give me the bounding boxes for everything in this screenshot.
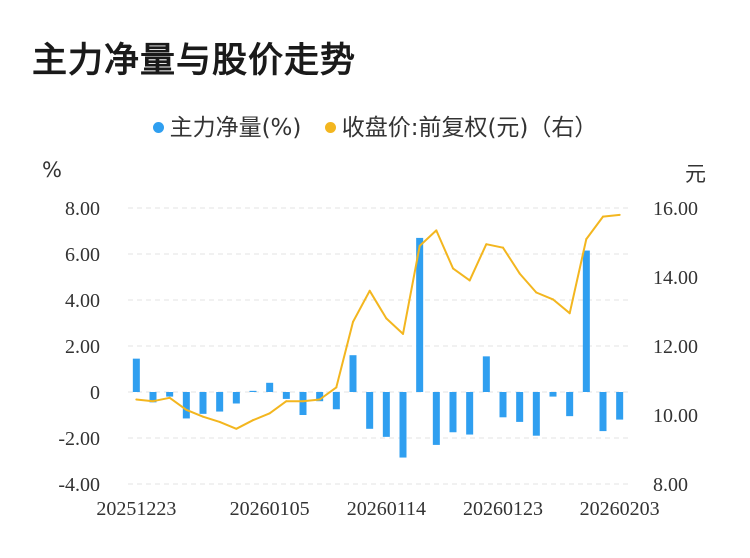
left-axis-unit: % bbox=[42, 158, 62, 182]
price-point bbox=[418, 244, 421, 247]
price-point bbox=[368, 289, 371, 292]
right-tick-label: 10.00 bbox=[653, 405, 698, 427]
left-tick-label: -4.00 bbox=[58, 474, 100, 496]
price-point bbox=[302, 400, 304, 403]
right-tick-label: 12.00 bbox=[653, 336, 698, 358]
legend-label-price: 收盘价:前复权(元)（右） bbox=[341, 115, 598, 141]
legend-item-price[interactable]: 收盘价:前复权(元)（右） bbox=[324, 108, 598, 142]
left-tick-label: -2.00 bbox=[58, 428, 100, 450]
bar bbox=[382, 392, 390, 437]
x-axis-ticks: 20251223 20260105 20260114 20260123 20260203 bbox=[96, 498, 659, 520]
price-point bbox=[535, 291, 538, 294]
price-line bbox=[136, 213, 620, 430]
bar bbox=[432, 392, 440, 445]
price-point bbox=[402, 332, 404, 335]
price-point bbox=[268, 412, 271, 415]
price-point bbox=[435, 229, 438, 232]
bar bbox=[299, 392, 307, 415]
price-point bbox=[518, 272, 521, 275]
x-tick-label: 20260114 bbox=[347, 498, 426, 520]
bar bbox=[566, 392, 574, 417]
x-tick-label: 20251223 bbox=[96, 498, 176, 520]
bar bbox=[132, 358, 140, 392]
price-point bbox=[185, 408, 188, 411]
price-point bbox=[335, 386, 338, 389]
bar bbox=[166, 392, 174, 397]
price-point bbox=[135, 398, 138, 401]
bar bbox=[549, 392, 557, 397]
bar bbox=[216, 392, 224, 412]
left-tick-label: 2.00 bbox=[65, 336, 100, 358]
price-point bbox=[552, 298, 554, 301]
price-point bbox=[468, 279, 471, 282]
right-tick-label: 14.00 bbox=[653, 267, 698, 289]
bar bbox=[182, 392, 190, 419]
x-tick-label: 20260203 bbox=[580, 498, 660, 520]
bar bbox=[449, 392, 457, 433]
bar bbox=[532, 392, 540, 436]
price-point bbox=[352, 320, 354, 323]
price-point bbox=[202, 415, 204, 418]
chart-title: 主力净量与股价走势 bbox=[32, 41, 357, 81]
bar bbox=[282, 392, 290, 399]
bar-series bbox=[132, 237, 624, 458]
bar bbox=[482, 356, 490, 392]
right-axis-unit: 元 bbox=[685, 162, 706, 186]
legend-dot-blue-icon bbox=[152, 122, 164, 133]
legend-dot-yellow-icon bbox=[324, 122, 336, 133]
price-point bbox=[168, 396, 171, 399]
price-point bbox=[235, 427, 238, 430]
x-tick-label: 20260105 bbox=[230, 498, 310, 520]
bar bbox=[249, 390, 257, 392]
bar bbox=[616, 392, 624, 420]
price-point bbox=[218, 420, 221, 423]
bar bbox=[266, 382, 274, 392]
bar bbox=[232, 392, 240, 404]
price-point bbox=[618, 213, 621, 216]
bar bbox=[332, 392, 340, 410]
bar bbox=[199, 392, 207, 414]
price-point bbox=[568, 312, 571, 315]
price-point bbox=[452, 267, 454, 270]
bar bbox=[366, 392, 374, 429]
bar bbox=[499, 392, 507, 418]
grid-lines bbox=[128, 207, 628, 485]
bar bbox=[516, 392, 524, 422]
bar bbox=[349, 355, 357, 392]
bar bbox=[149, 392, 157, 403]
left-tick-label: 6.00 bbox=[65, 244, 100, 266]
bar bbox=[599, 392, 607, 432]
price-point bbox=[385, 317, 388, 320]
bar bbox=[466, 392, 474, 435]
right-tick-label: 16.00 bbox=[653, 198, 698, 220]
right-tick-label: 8.00 bbox=[653, 474, 688, 496]
left-tick-label: 0 bbox=[90, 382, 100, 404]
price-point bbox=[585, 238, 588, 241]
price-point bbox=[502, 246, 504, 249]
price-point bbox=[252, 419, 254, 422]
left-axis-ticks: 8.00 6.00 4.00 2.00 0 -2.00 -4.00 bbox=[58, 198, 100, 496]
price-point bbox=[285, 400, 288, 403]
bar bbox=[399, 392, 407, 458]
x-tick-label: 20260123 bbox=[463, 498, 543, 520]
legend: 主力净量(%) 收盘价:前复权(元)（右） bbox=[0, 108, 750, 142]
legend-label-net: 主力净量(%) bbox=[169, 115, 302, 141]
left-tick-label: 4.00 bbox=[65, 290, 100, 312]
right-axis-ticks: 16.00 14.00 12.00 10.00 8.00 bbox=[653, 198, 698, 496]
line-series bbox=[135, 213, 621, 430]
price-point bbox=[318, 398, 321, 401]
bar bbox=[582, 250, 590, 392]
legend-item-net[interactable]: 主力净量(%) bbox=[152, 108, 302, 142]
left-tick-label: 8.00 bbox=[65, 198, 100, 220]
price-point bbox=[602, 215, 604, 218]
bar bbox=[316, 392, 324, 402]
price-point bbox=[485, 243, 488, 246]
price-point bbox=[152, 400, 154, 403]
bar bbox=[416, 237, 424, 392]
